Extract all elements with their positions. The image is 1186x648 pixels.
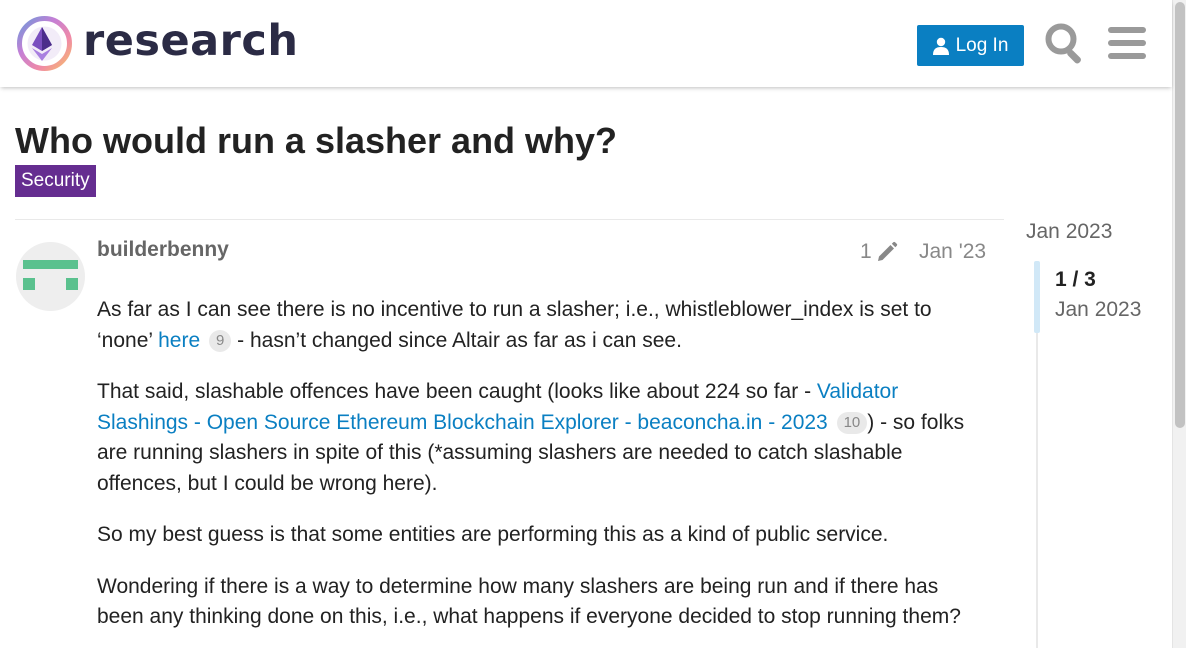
avatar[interactable] — [16, 242, 85, 311]
post-paragraph: That said, slashable offences have been … — [97, 380, 965, 495]
timeline-rail[interactable] — [1036, 261, 1038, 648]
post-paragraph: Wondering if there is a way to determine… — [97, 574, 961, 629]
site-header: research Log In — [0, 0, 1172, 87]
timeline-scroll-handle[interactable] — [1034, 261, 1040, 333]
timeline-start-date[interactable]: Jan 2023 — [1026, 220, 1113, 243]
search-icon[interactable] — [1044, 22, 1086, 64]
login-button[interactable]: Log In — [917, 25, 1024, 66]
category-badge[interactable]: Security — [15, 165, 96, 197]
timeline-current-date: Jan 2023 — [1055, 298, 1142, 321]
post-divider — [15, 219, 1004, 220]
scrollbar-thumb[interactable] — [1175, 2, 1185, 428]
site-logo[interactable]: research — [16, 15, 298, 72]
post-edit-history[interactable]: 1 — [860, 240, 898, 264]
pencil-icon — [877, 241, 897, 261]
post-paragraph: As far as I can see there is no incentiv… — [97, 298, 932, 352]
topic-title[interactable]: Who would run a slasher and why? — [15, 120, 618, 161]
post-date[interactable]: Jan '23 — [919, 240, 987, 263]
timeline-position: 1 / 3 — [1055, 268, 1096, 291]
edit-count-value: 1 — [860, 240, 872, 263]
post-username[interactable]: builderbenny — [97, 238, 229, 261]
post-link-beaconchain[interactable]: Validator Slashings - Open Source Ethere… — [97, 380, 899, 434]
login-label: Log In — [955, 34, 1009, 56]
post-body: As far as I can see there is no incentiv… — [97, 295, 989, 648]
link-click-count: 10 — [836, 411, 868, 434]
ethereum-research-logo-icon — [17, 16, 72, 71]
post-paragraph: So my best guess is that some entities a… — [97, 523, 889, 546]
user-icon — [932, 37, 949, 55]
page-scrollbar[interactable] — [1172, 0, 1186, 648]
site-name: research — [83, 16, 299, 66]
hamburger-menu-icon[interactable] — [1106, 22, 1148, 64]
post-link-here[interactable]: here — [158, 328, 201, 352]
link-click-count: 9 — [208, 329, 232, 352]
